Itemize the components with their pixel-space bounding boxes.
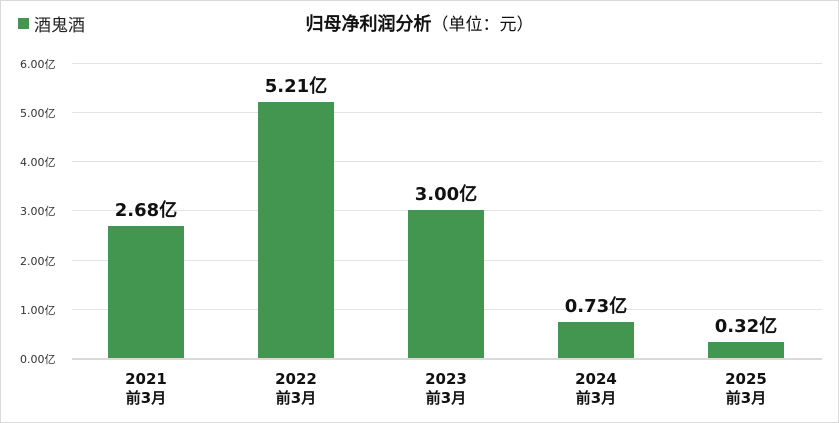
x-tick-label: 2025 前3月	[686, 370, 806, 408]
x-tick-period: 前3月	[275, 389, 317, 407]
chart-title: 归母净利润分析（单位：元）	[0, 10, 839, 36]
bar[interactable]	[258, 102, 334, 358]
y-tick-label: 6.00亿	[20, 58, 56, 71]
chart-title-main: 归母净利润分析	[305, 14, 432, 35]
x-tick-year: 2022	[275, 370, 317, 388]
bar[interactable]	[408, 210, 484, 358]
bar-value-label: 3.00亿	[414, 184, 478, 205]
chart-title-unit: （单位：元）	[431, 15, 534, 35]
bar-value-label: 5.21亿	[264, 76, 328, 97]
x-tick-label: 2022 前3月	[236, 370, 356, 408]
legend-label: 酒鬼酒	[34, 16, 85, 36]
bar-value-label: 0.32亿	[714, 316, 778, 337]
bar[interactable]	[708, 342, 784, 358]
bar-value-label: 2.68亿	[114, 200, 178, 221]
x-tick-year: 2024	[575, 370, 617, 388]
x-tick-period: 前3月	[125, 389, 167, 407]
bar[interactable]	[558, 322, 634, 358]
x-tick-label: 2021 前3月	[86, 370, 206, 408]
gridline	[72, 161, 822, 162]
x-axis-line	[72, 358, 822, 360]
y-tick-label: 4.00亿	[20, 156, 56, 169]
x-tick-label: 2024 前3月	[536, 370, 656, 408]
x-tick-label: 2023 前3月	[386, 370, 506, 408]
legend: 酒鬼酒	[18, 11, 85, 36]
legend-swatch	[18, 18, 29, 29]
y-tick-label: 0.00亿	[20, 353, 56, 366]
bar[interactable]	[108, 226, 184, 358]
gridline	[72, 63, 822, 64]
y-tick-label: 2.00亿	[20, 255, 56, 268]
x-tick-year: 2023	[425, 370, 467, 388]
gridline	[72, 112, 822, 113]
x-tick-period: 前3月	[575, 389, 617, 407]
x-tick-year: 2025	[725, 370, 767, 388]
x-tick-year: 2021	[125, 370, 167, 388]
bar-value-label: 0.73亿	[564, 296, 628, 317]
y-tick-label: 5.00亿	[20, 107, 56, 120]
y-tick-label: 3.00亿	[20, 205, 56, 218]
y-tick-label: 1.00亿	[20, 304, 56, 317]
x-tick-period: 前3月	[725, 389, 767, 407]
x-tick-period: 前3月	[425, 389, 467, 407]
